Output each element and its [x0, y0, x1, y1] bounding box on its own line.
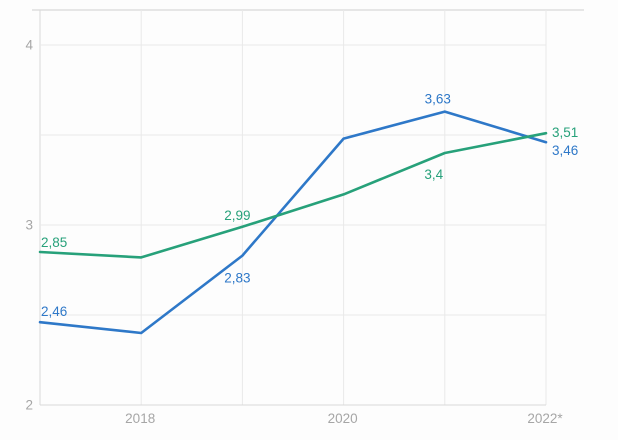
x-tick-label: 2022*: [527, 411, 563, 426]
green_series-point-label: 3,51: [552, 125, 578, 140]
x-tick-label: 2018: [125, 411, 155, 426]
green_series-point-label: 2,99: [224, 208, 250, 223]
blue_series-point-label: 3,63: [425, 92, 451, 107]
blue_series-point-label: 2,46: [41, 304, 67, 319]
y-tick-label: 4: [25, 38, 33, 53]
green_series-point-label: 3,4: [424, 167, 443, 182]
blue_series-line: [38, 110, 548, 335]
green_series-line: [38, 131, 548, 259]
x-tick-label: 2020: [328, 411, 358, 426]
blue_series-point-label: 2,83: [224, 271, 250, 286]
blue_series-point-label: 3,46: [552, 143, 578, 158]
y-tick-label: 2: [25, 398, 33, 413]
y-tick-label: 3: [25, 218, 33, 233]
green_series-point-label: 2,85: [41, 235, 67, 250]
